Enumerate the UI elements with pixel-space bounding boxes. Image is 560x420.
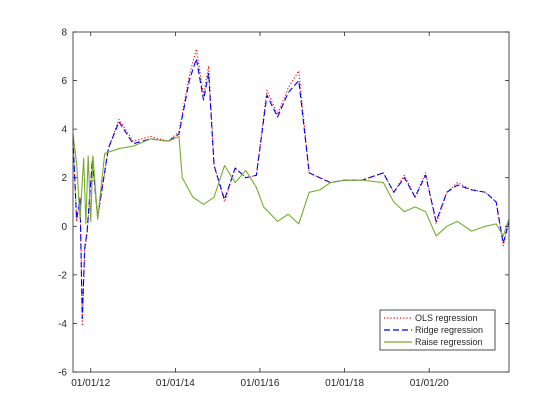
y-tick-label: 2	[61, 173, 67, 184]
x-tick-label: 01/01/12	[71, 378, 110, 389]
legend-label-ridge: Ridge regression	[415, 325, 483, 335]
x-tick-label: 01/01/18	[325, 378, 364, 389]
plot-frame	[72, 31, 510, 373]
x-tick-label: 01/01/16	[240, 378, 279, 389]
y-tick-label: 8	[61, 28, 67, 39]
y-tick-label: 6	[61, 76, 67, 87]
series-line-raise-regression	[72, 133, 510, 237]
series-line-ridge-regression	[72, 58, 510, 320]
series-layer	[72, 48, 510, 327]
legend: OLS regression Ridge regression Raise re…	[379, 309, 496, 351]
axes-layer: -6 -4 -2 0 2 4 6 8 01/01/12 01/01/14 01/01/16 01/01…	[58, 28, 509, 389]
legend-label-raise: Raise regression	[415, 337, 483, 347]
x-tick-label: 01/01/20	[410, 378, 449, 389]
legend-box	[379, 309, 496, 351]
y-tick-label: -6	[58, 368, 67, 379]
y-tick-label: -2	[58, 270, 67, 281]
x-tick-label: 01/01/14	[156, 378, 195, 389]
y-tick-label: 0	[61, 222, 67, 233]
y-tick-label: 4	[61, 125, 67, 136]
legend-label-ols: OLS regression	[415, 313, 478, 323]
y-tick-label: -4	[58, 319, 67, 330]
